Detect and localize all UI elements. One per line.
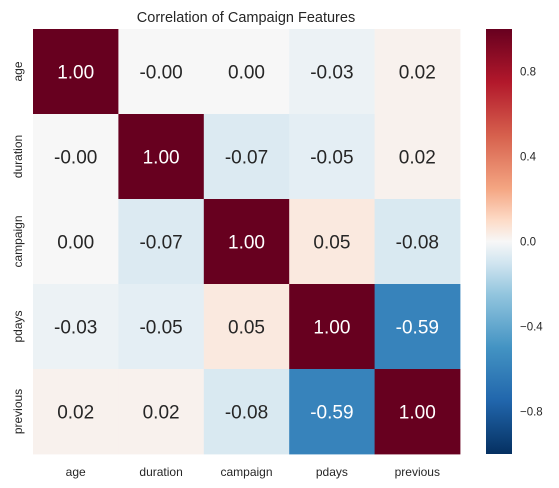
cell-value-label: -0.59 bbox=[310, 403, 353, 424]
y-tick-label: age bbox=[11, 61, 25, 81]
heatmap-cell bbox=[33, 29, 119, 115]
cell-value-label: -0.03 bbox=[54, 318, 97, 339]
heatmap-cell bbox=[289, 284, 375, 370]
heatmap-cell bbox=[203, 369, 290, 455]
heatmap-cell bbox=[374, 284, 461, 370]
x-tick-label: duration bbox=[139, 465, 182, 479]
colorbar-gradient bbox=[486, 29, 512, 454]
cell-value-label: 0.00 bbox=[228, 63, 265, 84]
x-tick-label: pdays bbox=[316, 465, 348, 479]
heatmap-cell bbox=[33, 369, 119, 455]
cell-value-label: 0.05 bbox=[228, 318, 265, 339]
cell-value-label: -0.08 bbox=[396, 233, 439, 254]
cell-value-label: -0.08 bbox=[225, 403, 268, 424]
heatmap-cell bbox=[374, 114, 461, 200]
heatmap-cell bbox=[118, 199, 205, 285]
heatmap-cell bbox=[203, 114, 290, 200]
heatmap-cell bbox=[289, 199, 375, 285]
heatmap-cell bbox=[203, 284, 290, 370]
heatmap-cell bbox=[374, 199, 461, 285]
heatmap-cell bbox=[289, 114, 375, 200]
colorbar-tick-label: 0.4 bbox=[520, 152, 537, 164]
cell-value-label: -0.07 bbox=[225, 148, 268, 169]
cell-value-label: 0.05 bbox=[313, 233, 350, 254]
heatmap-cell bbox=[203, 199, 290, 285]
cell-value-label: 0.02 bbox=[57, 403, 94, 424]
cell-value-label: -0.05 bbox=[139, 318, 182, 339]
colorbar-tick-label: 0.8 bbox=[520, 67, 536, 79]
colorbar: 0.8 0.4 0.0 −0.4 −0.8 bbox=[486, 29, 543, 454]
heatmap-cell bbox=[118, 284, 205, 370]
heatmap-cell bbox=[203, 29, 290, 115]
cell-value-label: -0.00 bbox=[139, 63, 182, 84]
heatmap-cell bbox=[289, 369, 375, 455]
cell-value-label: 1.00 bbox=[57, 63, 94, 84]
colorbar-tick-label: −0.4 bbox=[520, 322, 543, 334]
cell-value-label: 0.02 bbox=[399, 63, 436, 84]
cell-value-label: -0.07 bbox=[139, 233, 182, 254]
y-tick-label: duration bbox=[11, 135, 25, 178]
x-axis-tick-labels: age duration campaign pdays previous bbox=[66, 465, 440, 479]
x-tick-label: campaign bbox=[220, 465, 272, 479]
cell-value-label: 0.02 bbox=[143, 403, 180, 424]
y-tick-label: campaign bbox=[11, 215, 25, 267]
heatmap-cell bbox=[33, 199, 119, 285]
cell-value-label: 1.00 bbox=[228, 233, 265, 254]
x-tick-label: age bbox=[66, 465, 86, 479]
cell-value-label: 1.00 bbox=[399, 403, 436, 424]
cell-value-label: 0.00 bbox=[57, 233, 94, 254]
chart-title: Correlation of Campaign Features bbox=[137, 10, 355, 26]
heatmap-cell bbox=[289, 29, 375, 115]
cell-value-label: 1.00 bbox=[313, 318, 350, 339]
cell-value-label: 1.00 bbox=[143, 148, 180, 169]
heatmap-cell bbox=[118, 29, 205, 115]
y-axis-tick-labels: age duration campaign pdays previous bbox=[11, 61, 25, 434]
x-tick-label: previous bbox=[395, 465, 440, 479]
heatmap-cells: 1.00 -0.00 0.00 -0.03 0.02 -0.00 1.00 -0.07 -0.0… bbox=[33, 29, 461, 455]
y-tick-label: previous bbox=[11, 389, 25, 434]
cell-value-label: 0.02 bbox=[399, 148, 436, 169]
colorbar-tick-label: −0.8 bbox=[520, 407, 543, 419]
colorbar-tick-label: 0.0 bbox=[520, 237, 536, 249]
heatmap-cell bbox=[33, 284, 119, 370]
heatmap-cell bbox=[33, 114, 119, 200]
cell-value-label: -0.59 bbox=[396, 318, 439, 339]
heatmap-cell bbox=[374, 29, 461, 115]
cell-value-label: -0.03 bbox=[310, 63, 353, 84]
cell-value-label: -0.05 bbox=[310, 148, 353, 169]
heatmap-cell bbox=[118, 114, 205, 200]
heatmap-cell bbox=[374, 369, 461, 455]
heatmap-cell bbox=[118, 369, 205, 455]
cell-value-label: -0.00 bbox=[54, 148, 97, 169]
y-tick-label: pdays bbox=[11, 310, 25, 342]
